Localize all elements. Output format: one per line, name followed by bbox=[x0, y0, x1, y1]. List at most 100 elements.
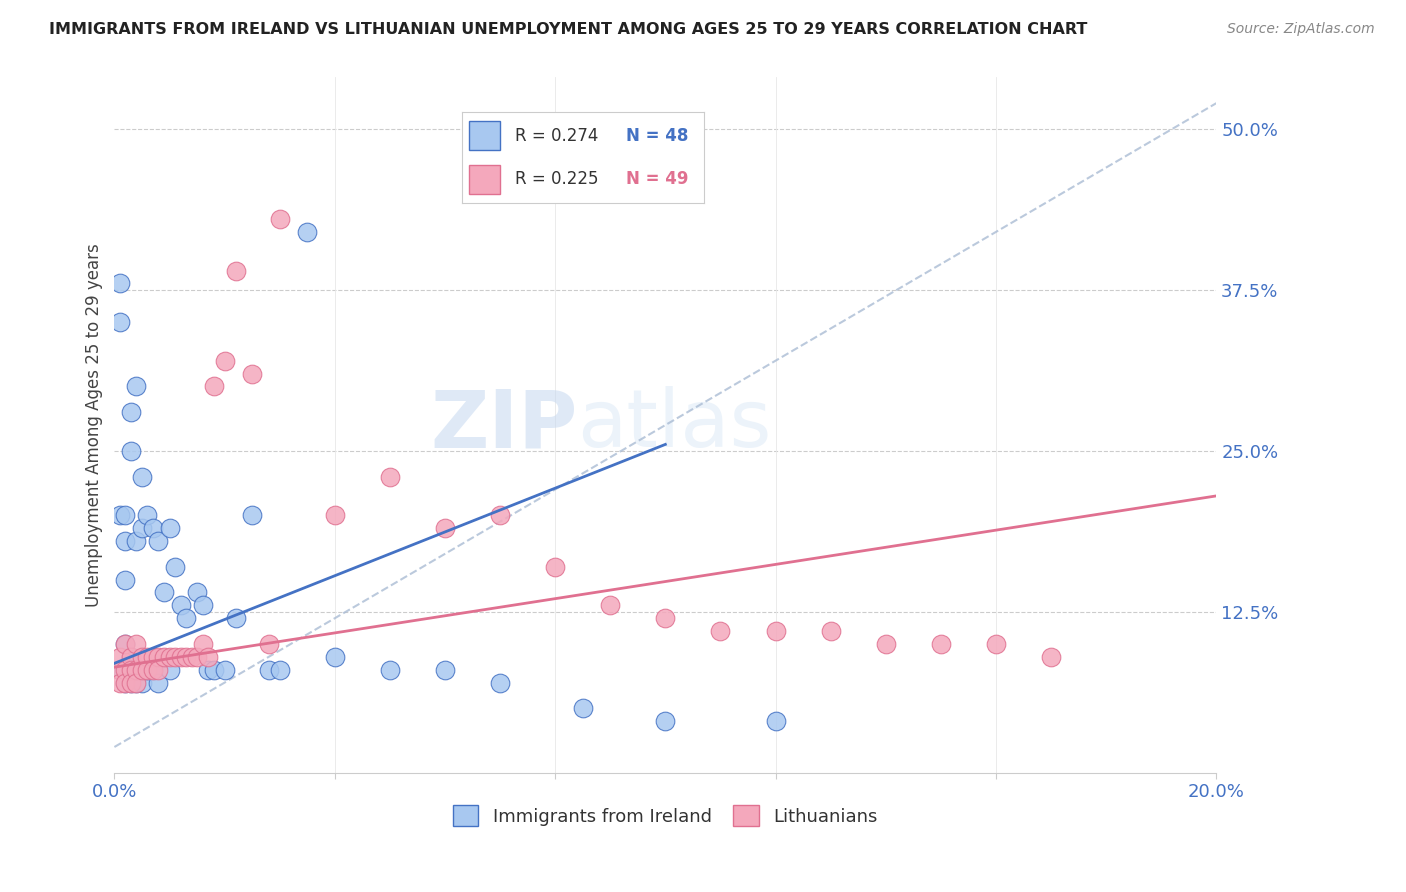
Point bbox=[929, 637, 952, 651]
Point bbox=[125, 663, 148, 677]
Point bbox=[148, 675, 170, 690]
Point bbox=[114, 637, 136, 651]
Point bbox=[186, 649, 208, 664]
Point bbox=[159, 663, 181, 677]
Point bbox=[323, 508, 346, 523]
Point bbox=[108, 675, 131, 690]
Point bbox=[544, 559, 567, 574]
Point bbox=[169, 649, 191, 664]
Point bbox=[654, 714, 676, 729]
Point bbox=[599, 599, 621, 613]
Point bbox=[125, 675, 148, 690]
Point bbox=[240, 367, 263, 381]
Point bbox=[820, 624, 842, 639]
Point bbox=[142, 663, 165, 677]
Point bbox=[125, 533, 148, 548]
Point bbox=[108, 315, 131, 329]
Point bbox=[159, 649, 181, 664]
Point bbox=[257, 663, 280, 677]
Point bbox=[120, 405, 142, 419]
Point bbox=[875, 637, 897, 651]
Point bbox=[114, 573, 136, 587]
Point bbox=[108, 508, 131, 523]
Point bbox=[163, 559, 186, 574]
Point bbox=[191, 637, 214, 651]
Legend: Immigrants from Ireland, Lithuanians: Immigrants from Ireland, Lithuanians bbox=[446, 798, 884, 833]
Point bbox=[131, 675, 153, 690]
Point bbox=[125, 675, 148, 690]
Point bbox=[114, 675, 136, 690]
Point bbox=[709, 624, 731, 639]
Point bbox=[131, 521, 153, 535]
Point bbox=[153, 585, 176, 599]
Point bbox=[136, 649, 159, 664]
Point bbox=[433, 521, 456, 535]
Point bbox=[214, 663, 236, 677]
Text: IMMIGRANTS FROM IRELAND VS LITHUANIAN UNEMPLOYMENT AMONG AGES 25 TO 29 YEARS COR: IMMIGRANTS FROM IRELAND VS LITHUANIAN UN… bbox=[49, 22, 1088, 37]
Point bbox=[202, 663, 225, 677]
Point bbox=[120, 443, 142, 458]
Text: atlas: atlas bbox=[578, 386, 772, 464]
Point bbox=[120, 649, 142, 664]
Point bbox=[489, 508, 512, 523]
Point bbox=[114, 637, 136, 651]
Point bbox=[108, 663, 131, 677]
Point bbox=[378, 663, 401, 677]
Point bbox=[197, 649, 219, 664]
Point bbox=[153, 649, 176, 664]
Point bbox=[120, 675, 142, 690]
Point bbox=[120, 675, 142, 690]
Point bbox=[148, 663, 170, 677]
Point bbox=[202, 379, 225, 393]
Point bbox=[654, 611, 676, 625]
Point bbox=[433, 663, 456, 677]
Point bbox=[108, 277, 131, 291]
Point bbox=[174, 649, 197, 664]
Point bbox=[120, 663, 142, 677]
Point bbox=[125, 637, 148, 651]
Point bbox=[489, 675, 512, 690]
Point bbox=[269, 663, 291, 677]
Point bbox=[984, 637, 1007, 651]
Point bbox=[180, 649, 202, 664]
Point bbox=[765, 624, 787, 639]
Point bbox=[114, 508, 136, 523]
Point bbox=[125, 379, 148, 393]
Point bbox=[136, 663, 159, 677]
Y-axis label: Unemployment Among Ages 25 to 29 years: Unemployment Among Ages 25 to 29 years bbox=[86, 244, 103, 607]
Point bbox=[323, 649, 346, 664]
Point bbox=[131, 649, 153, 664]
Point bbox=[142, 649, 165, 664]
Point bbox=[191, 599, 214, 613]
Point bbox=[169, 599, 191, 613]
Point bbox=[148, 533, 170, 548]
Point bbox=[186, 585, 208, 599]
Point bbox=[197, 663, 219, 677]
Point bbox=[225, 611, 247, 625]
Point bbox=[148, 649, 170, 664]
Point bbox=[214, 353, 236, 368]
Point bbox=[108, 649, 131, 664]
Text: ZIP: ZIP bbox=[430, 386, 578, 464]
Point bbox=[108, 663, 131, 677]
Point bbox=[765, 714, 787, 729]
Point bbox=[378, 469, 401, 483]
Point bbox=[114, 675, 136, 690]
Point bbox=[240, 508, 263, 523]
Point bbox=[1040, 649, 1063, 664]
Point bbox=[142, 521, 165, 535]
Point bbox=[297, 225, 319, 239]
Point bbox=[269, 212, 291, 227]
Point bbox=[131, 663, 153, 677]
Point bbox=[142, 663, 165, 677]
Point bbox=[571, 701, 593, 715]
Point bbox=[136, 508, 159, 523]
Point bbox=[174, 611, 197, 625]
Point bbox=[163, 649, 186, 664]
Point bbox=[114, 663, 136, 677]
Point bbox=[131, 469, 153, 483]
Point bbox=[225, 263, 247, 277]
Point bbox=[159, 521, 181, 535]
Point bbox=[136, 663, 159, 677]
Point bbox=[120, 649, 142, 664]
